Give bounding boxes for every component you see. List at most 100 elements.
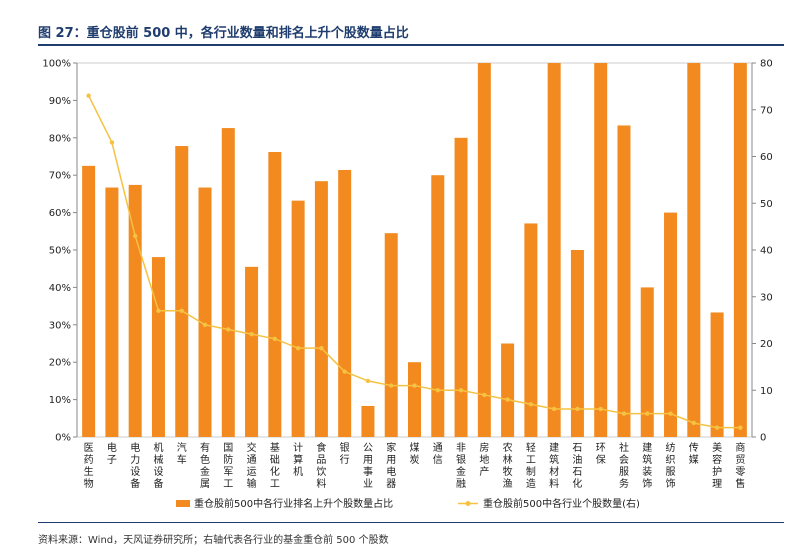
bar — [477, 63, 491, 437]
line-point — [668, 411, 673, 416]
line-point — [86, 93, 91, 98]
right-tick-label: 50 — [760, 199, 773, 210]
line-point — [249, 331, 254, 337]
line-point — [598, 406, 603, 412]
category-label: 食品饮料 — [316, 441, 326, 490]
bar — [524, 223, 538, 437]
left-tick-label: 20% — [49, 358, 71, 369]
line-point — [226, 327, 231, 332]
bar — [617, 125, 631, 437]
bar — [547, 63, 561, 437]
bar — [733, 63, 747, 437]
right-tick-label: 10 — [760, 386, 773, 397]
line-point — [528, 402, 534, 407]
line-point — [738, 425, 743, 430]
bar — [710, 312, 724, 437]
bar — [314, 181, 328, 437]
line-point — [621, 411, 627, 416]
line-point — [202, 322, 208, 327]
line-point — [319, 345, 324, 351]
bar — [198, 187, 212, 437]
line-point — [179, 308, 184, 313]
bar — [291, 200, 305, 437]
footer-divider — [38, 522, 784, 523]
line-point — [109, 140, 115, 145]
category-label: 传媒 — [689, 442, 699, 466]
bar — [431, 175, 445, 437]
category-label: 社会服务 — [619, 441, 629, 490]
category-label: 银行 — [340, 441, 350, 466]
legend-line-label: 重仓股前500中各行业个股数量(右) — [483, 497, 640, 510]
legend-bar-swatch — [176, 500, 190, 507]
category-label: 国防军工 — [223, 442, 233, 490]
bar — [594, 63, 608, 437]
line-point — [342, 369, 347, 374]
category-label: 农林牧渔 — [503, 441, 513, 490]
bar — [221, 128, 235, 438]
source-note: 资料来源：Wind，天风证券研究所；右轴代表各行业的基金重仓前 500 个股数 — [38, 535, 389, 546]
left-tick-label: 60% — [49, 208, 71, 219]
category-label: 电力设备 — [130, 441, 140, 490]
category-label: 环保 — [596, 443, 606, 466]
category-label: 非银金融 — [456, 442, 466, 490]
bar — [82, 165, 96, 437]
line-point — [412, 383, 417, 388]
category-label: 通信 — [433, 442, 443, 466]
category-label: 石油石化 — [572, 443, 582, 490]
left-tick-label: 50% — [49, 246, 71, 257]
category-label: 美容护理 — [712, 441, 722, 490]
category-label: 电子 — [107, 441, 117, 466]
left-tick-label: 0% — [55, 433, 71, 444]
bar — [245, 266, 259, 437]
bar — [268, 152, 282, 437]
right-tick-label: 30 — [760, 292, 773, 303]
line-point — [435, 388, 440, 393]
category-label: 建筑装饰 — [642, 441, 652, 490]
category-label: 公用事业 — [363, 443, 373, 490]
bar — [175, 146, 189, 437]
line-point — [482, 392, 487, 398]
line-point — [272, 336, 278, 342]
category-label: 煤炭 — [410, 441, 420, 466]
left-tick-label: 100% — [42, 59, 71, 70]
category-label: 轻工制造 — [526, 441, 536, 490]
figure-title: 图 27：重仓股前 500 中，各行业数量和排名上升个股数量占比 — [38, 26, 409, 41]
bar — [501, 343, 515, 437]
line-point — [575, 406, 580, 412]
left-tick-label: 10% — [49, 395, 71, 406]
category-label: 机械设备 — [153, 441, 163, 490]
right-tick-label: 80 — [760, 59, 773, 70]
category-label: 商贸零售 — [735, 441, 745, 490]
line-point — [156, 308, 161, 313]
bar — [128, 184, 142, 437]
left-tick-label: 70% — [49, 171, 71, 182]
bar — [664, 212, 678, 437]
bar — [361, 405, 375, 437]
bar — [640, 287, 654, 437]
category-label: 建筑材料 — [549, 441, 559, 490]
category-label: 有色金属 — [200, 441, 210, 490]
line-point — [458, 388, 464, 393]
right-tick-label: 60 — [760, 152, 773, 163]
left-tick-label: 90% — [49, 96, 71, 107]
category-label: 计算机 — [293, 441, 303, 478]
line-point — [691, 420, 697, 426]
line-point — [505, 397, 510, 402]
line-point — [551, 406, 557, 412]
line-point — [645, 411, 650, 416]
left-tick-label: 40% — [49, 283, 71, 294]
line-point — [365, 378, 371, 384]
category-label: 纺织服饰 — [666, 441, 676, 490]
right-tick-label: 0 — [760, 433, 766, 444]
right-tick-label: 40 — [760, 246, 773, 257]
right-tick-label: 70 — [760, 105, 773, 116]
bar — [687, 63, 701, 437]
category-label: 基础化工 — [270, 441, 280, 490]
legend-line-marker — [465, 501, 471, 506]
bar — [338, 169, 352, 438]
left-tick-label: 80% — [49, 133, 71, 144]
category-label: 医药生物 — [84, 442, 94, 490]
left-tick-label: 30% — [49, 320, 71, 331]
line-point — [132, 233, 138, 239]
